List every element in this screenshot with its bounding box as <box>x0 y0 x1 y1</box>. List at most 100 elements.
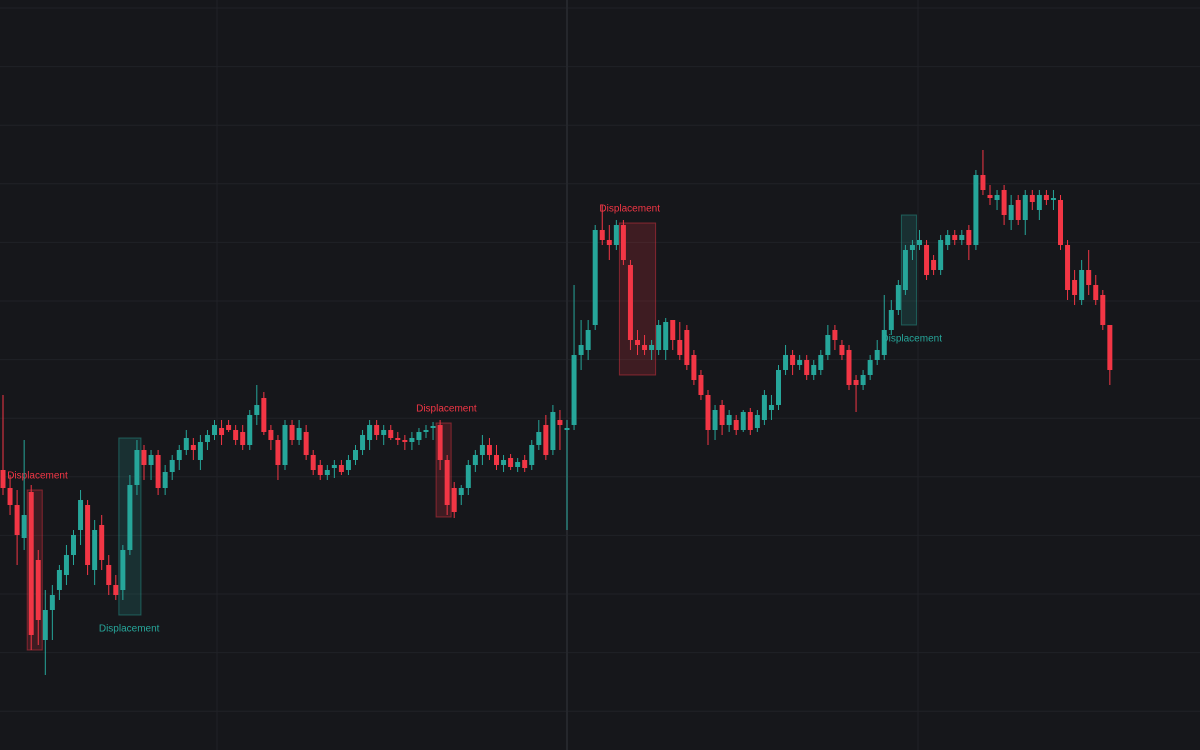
candle-body <box>620 225 626 260</box>
candle-body <box>169 460 175 472</box>
candle-body <box>811 365 817 375</box>
candle-body <box>155 455 161 488</box>
candle-body <box>388 430 394 438</box>
candle-body <box>613 225 619 245</box>
candle-body <box>1022 195 1028 220</box>
candle-body <box>183 438 189 450</box>
candle-body <box>212 425 217 435</box>
candle-body <box>606 240 612 245</box>
candle-body <box>656 325 662 350</box>
candle-body <box>1072 280 1078 295</box>
candle-body <box>719 405 725 425</box>
candle-body <box>416 432 422 440</box>
candle-body <box>1050 198 1056 200</box>
candle-body <box>1086 270 1092 285</box>
zone-label: Displacement <box>599 204 660 215</box>
candle-body <box>134 450 140 485</box>
candle-body <box>677 340 683 355</box>
candle-body <box>345 460 351 470</box>
candle-body <box>395 438 401 440</box>
candle-body <box>1079 270 1085 300</box>
candle-body <box>1065 245 1071 290</box>
candle-body <box>7 488 13 505</box>
candle-body <box>839 345 845 355</box>
candle-body <box>226 425 232 430</box>
candle-body <box>338 465 344 472</box>
candle-body <box>522 460 528 468</box>
candle-body <box>28 492 34 635</box>
candle-body <box>635 340 640 345</box>
candle-body <box>113 585 119 595</box>
candle-body <box>599 230 605 240</box>
candle-body <box>1029 195 1035 202</box>
candle-body <box>275 440 281 465</box>
zone-label: Displacement <box>416 404 477 415</box>
candle-body <box>754 415 760 428</box>
candle-body <box>959 235 965 240</box>
candle-body <box>1107 325 1113 370</box>
candle-body <box>726 415 732 425</box>
candle-body <box>367 425 373 440</box>
candle-body <box>536 432 542 445</box>
candle-body <box>874 350 880 360</box>
candle-body <box>254 405 260 415</box>
candle-body <box>127 485 133 550</box>
candle-body <box>888 310 894 330</box>
candle-body <box>804 360 810 375</box>
candle-body <box>360 435 366 450</box>
candle-body <box>543 425 549 455</box>
candle-body <box>1008 205 1014 220</box>
candle-body <box>663 322 669 350</box>
zone-label: Displacement <box>881 334 942 345</box>
candle-body <box>733 420 739 430</box>
candle-body <box>197 442 203 460</box>
candle-body <box>712 410 718 430</box>
candle-body <box>924 245 930 275</box>
candle-body <box>92 530 98 570</box>
candle-body <box>353 450 358 460</box>
candle-body <box>684 330 690 365</box>
candle-body <box>85 505 91 565</box>
candle-body <box>106 565 112 585</box>
candle-body <box>0 470 6 488</box>
candle-body <box>486 445 492 455</box>
candle-body <box>670 320 676 340</box>
candle-body <box>331 465 337 468</box>
candle-body <box>550 412 556 450</box>
candle-body <box>444 460 450 505</box>
candle-body <box>423 430 429 432</box>
candle-body <box>832 330 838 340</box>
candle-body <box>578 345 584 355</box>
candle-body <box>162 472 168 488</box>
candle-body <box>853 380 859 385</box>
candle-body <box>994 195 1000 200</box>
candle-body <box>776 370 781 405</box>
candle-body <box>1001 190 1007 215</box>
candle-body <box>768 405 774 410</box>
zone-label: Displacement <box>7 471 68 482</box>
candle-body <box>945 235 951 245</box>
candle-body <box>409 438 415 442</box>
candle-body <box>465 465 471 488</box>
candle-body <box>790 355 796 365</box>
candle-body <box>176 450 182 460</box>
candle-body <box>585 330 591 350</box>
candle-body <box>141 450 147 465</box>
candle-body <box>952 235 958 240</box>
candle-body <box>987 195 993 198</box>
candle-body <box>437 425 443 460</box>
candle-body <box>268 430 274 440</box>
candle-body <box>374 425 380 435</box>
candle-body <box>917 240 922 245</box>
candle-body <box>35 560 41 620</box>
candle-body <box>881 330 887 355</box>
candle-body <box>867 360 873 375</box>
candle-body <box>472 455 478 465</box>
candle-body <box>931 260 937 270</box>
candle-body <box>479 445 485 455</box>
candle-body <box>14 505 20 535</box>
candle-body <box>649 345 655 350</box>
candle-body <box>120 550 126 590</box>
candle-body <box>21 515 27 538</box>
